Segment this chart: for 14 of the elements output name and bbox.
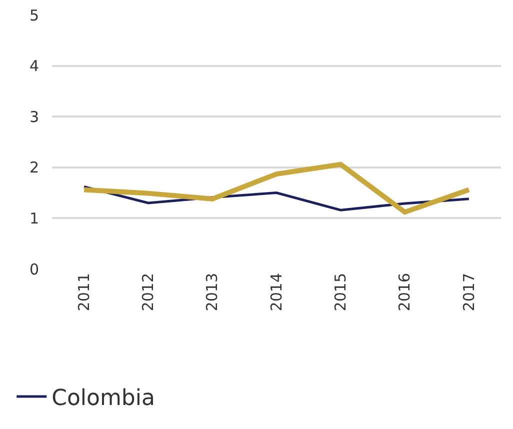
- y-tick-label: 4: [29, 57, 39, 76]
- y-tick-label: 0: [29, 260, 39, 278]
- y-tick-label: 1: [29, 209, 39, 228]
- legend-label: Colombia: [52, 386, 155, 412]
- x-tick-label: 2017: [460, 273, 478, 312]
- x-tick-label: 2012: [139, 273, 158, 312]
- x-tick-label: 2013: [203, 273, 222, 312]
- y-tick-label: 2: [29, 158, 39, 177]
- x-tick-label: 2011: [74, 273, 93, 312]
- y-tick-label: 5: [29, 6, 39, 24]
- x-tick-label: 2016: [396, 273, 414, 312]
- x-tick-label: 2014: [267, 273, 286, 312]
- y-tick-label: 3: [29, 108, 39, 126]
- x-tick-label: 2015: [332, 273, 350, 312]
